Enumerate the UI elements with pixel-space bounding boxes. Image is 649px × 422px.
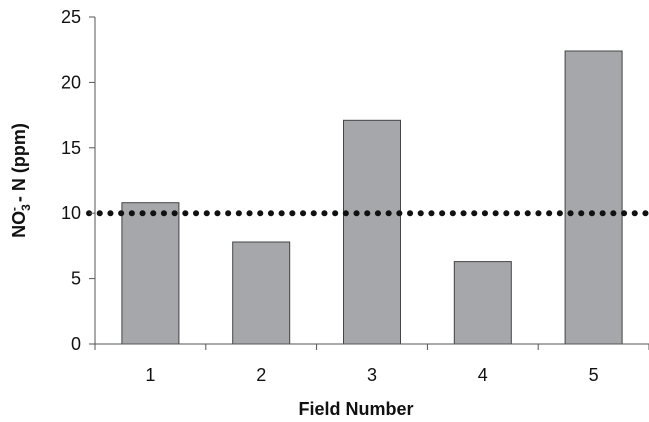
bar-field-1 [121,202,180,345]
bar-field-5 [564,50,623,345]
bar-field-4 [453,261,512,345]
y-tick-label: 15 [61,138,81,158]
labels-layer: 0 5 10 15 20 25 1 2 3 4 5 [61,7,599,385]
y-axis-title-rest: - N (ppm) [9,123,29,207]
y-tick-label: 10 [61,203,81,223]
y-tick-label: 25 [61,7,81,27]
bars-layer [121,50,623,345]
y-tick-label: 20 [61,72,81,92]
x-tick-label: 5 [589,365,599,385]
x-tick-label: 2 [256,365,266,385]
y-axis-title-superscript: - [7,207,21,211]
bar-field-3 [343,119,401,345]
y-axis-title-subscript: 3 [19,204,33,211]
y-tick-label: 5 [71,269,81,289]
x-axis-title: Field Number [298,399,413,419]
y-tick-label: 0 [71,334,81,354]
y-axis-title-main: NO [9,211,29,238]
x-tick-label: 1 [145,365,155,385]
x-tick-label: 3 [367,365,377,385]
y-axis-title: NO3- - N (ppm) [7,123,33,238]
axes-layer [89,16,649,350]
bar-field-2 [232,241,291,345]
x-tick-label: 4 [478,365,488,385]
